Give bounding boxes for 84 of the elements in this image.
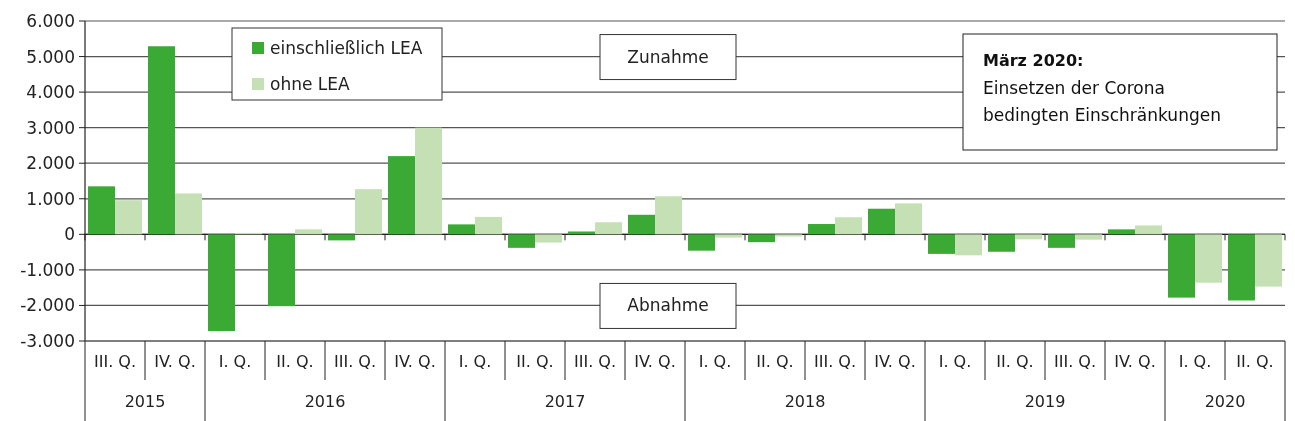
x-tick-label: I. Q. [698,351,732,371]
x-tick-label: II. Q. [276,351,314,371]
x-tick-label: IV. Q. [634,351,676,371]
x-tick-label: IV. Q. [394,351,436,371]
x-tick-label: III. Q. [813,351,857,371]
bar [715,234,742,238]
annotation: Einsetzen der Corona bedingten Einschränkungen [983,78,1221,125]
bar [115,200,142,235]
y-tick-label: -1.000 [20,259,75,280]
bar [508,234,535,248]
bar [568,231,595,235]
x-tick-label: II. Q. [756,351,794,371]
bar [295,229,322,235]
bar [988,234,1015,252]
legend-label: einschließlich LEA [270,38,423,58]
x-tick-label: III. Q. [333,351,377,371]
bar [88,186,115,235]
bar [175,193,202,235]
annotation: März 2020: [983,51,1084,70]
bar [868,208,895,235]
text: 2019 [1024,391,1066,411]
bar [655,196,682,235]
y-tick-label: 0 [64,224,75,245]
annotation: Zunahme [627,46,709,67]
legend-label: ohne LEA [270,74,351,94]
x-tick-label: I. Q. [938,351,972,371]
bar [535,234,562,243]
x-tick-label: III. Q. [93,351,137,371]
y-tick-label: 1.000 [26,188,75,209]
x-tick-label: IV. Q. [874,351,916,371]
bar [1075,234,1102,240]
bar [388,156,415,235]
bar [1168,234,1195,298]
y-tick-label: 6.000 [26,11,75,31]
bar [448,224,475,235]
bar [1255,234,1282,287]
x-tick-label: I. Q. [1178,351,1212,371]
bar [148,46,175,235]
bar [595,222,622,235]
y-tick-label: -3.000 [20,331,75,351]
x-tick-label: II. Q. [996,351,1034,371]
text: 2018 [784,391,826,411]
x-tick-label: II. Q. [1236,351,1274,371]
x-tick-label: I. Q. [458,351,492,371]
bar [748,234,775,243]
bar [1108,229,1135,235]
x-tick-label: II. Q. [516,351,554,371]
y-tick-label: 3.000 [26,117,75,138]
x-tick-label: III. Q. [1053,351,1097,371]
text: 2020 [1204,391,1246,411]
x-tick-label: IV. Q. [154,351,196,371]
bar [808,224,835,235]
y-tick-label: -2.000 [20,295,75,316]
bar [1048,234,1075,248]
y-tick-label: 5.000 [26,46,75,67]
bar [415,127,442,235]
bar [475,216,502,235]
bar [1228,234,1255,301]
bar [208,234,235,332]
text: 2016 [304,391,346,411]
bar [775,234,802,237]
label-box: Zunahme [599,34,737,81]
note-box: März 2020: Einsetzen der Corona bedingten Einschränkungen [962,33,1278,151]
text: 2017 [544,391,586,411]
bar [328,234,355,241]
bar [268,234,295,307]
annotation: Abnahme [627,295,709,316]
text: 2015 [124,391,166,411]
label-box: Abnahme [599,282,737,329]
bar [928,234,955,254]
bar [628,214,655,235]
y-tick-label: 4.000 [26,82,75,103]
bar [1015,234,1042,240]
bar [835,217,862,235]
bar [955,234,982,256]
x-tick-label: I. Q. [218,351,252,371]
bar [1135,225,1162,235]
bar [688,234,715,251]
x-tick-label: IV. Q. [1114,351,1156,371]
x-tick-label: III. Q. [573,351,617,371]
bar [1195,234,1222,283]
bar [895,203,922,235]
y-tick-label: 2.000 [26,153,75,174]
bar [355,189,382,235]
